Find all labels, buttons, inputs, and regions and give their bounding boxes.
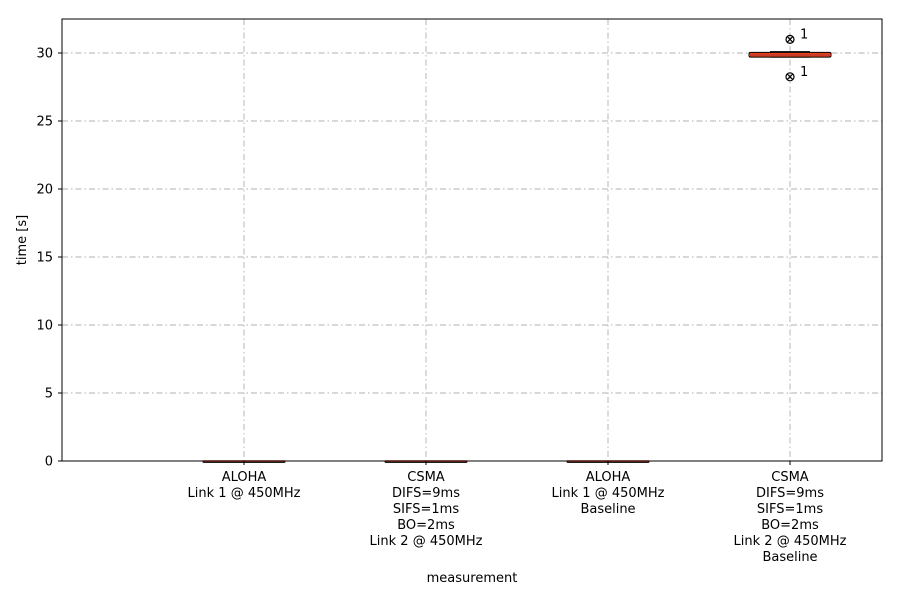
y-tick-label: 10 — [36, 319, 53, 334]
x-axis-ticks: ALOHA Link 1 @ 450MHz CSMA DIFS=9ms SIFS=1ms… — [188, 461, 847, 565]
y-axis-title: time [s] — [15, 215, 30, 265]
y-tick-label: 30 — [36, 47, 53, 62]
x-axis-title: measurement — [427, 571, 518, 586]
x-tick-label: CSMA DIFS=9ms SIFS=1ms BO=2ms Link 2 @ 450MH… — [370, 470, 483, 549]
y-tick-label: 5 — [45, 387, 53, 402]
y-axis-ticks: 0 5 10 15 20 25 30 — [36, 47, 62, 470]
y-tick-label: 15 — [36, 251, 53, 266]
y-tick-label: 0 — [45, 455, 53, 470]
flier-count-label: 1 — [800, 27, 808, 42]
x-tick-label: ALOHA Link 1 @ 450MHz — [188, 470, 301, 501]
box-group: 11 — [748, 27, 832, 82]
grid — [62, 19, 882, 461]
y-tick-label: 25 — [36, 115, 53, 130]
y-tick-label: 20 — [36, 183, 53, 198]
flier-count-label: 1 — [800, 65, 808, 80]
flier-point — [785, 34, 795, 45]
x-tick-label: ALOHA Link 1 @ 450MHz Baseline — [552, 470, 665, 517]
flier-point — [785, 72, 795, 82]
x-tick-label: CSMA DIFS=9ms SIFS=1ms BO=2ms Link 2 @ 450MH… — [734, 470, 847, 565]
plot-frame — [61, 18, 883, 462]
boxes: 11 — [202, 27, 832, 463]
